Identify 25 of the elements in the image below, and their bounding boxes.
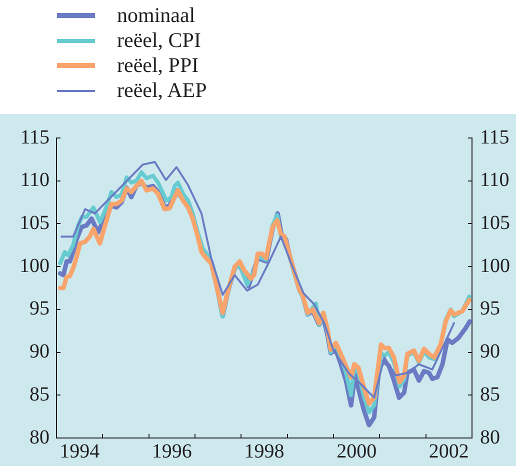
legend-label: reëel, PPI: [117, 53, 199, 78]
y2-tick-label: 95: [480, 298, 500, 320]
y-tick-label: 85: [30, 383, 50, 406]
y2-tick-label: 80: [480, 426, 500, 448]
x-tick-label: 1994: [60, 440, 100, 462]
y-tick-label: 90: [30, 340, 50, 363]
y2-tick-label: 85: [480, 383, 500, 406]
x-tick-label: 1996: [152, 440, 192, 462]
y2-tick-label: 115: [480, 126, 510, 148]
y2-tick-label: 90: [480, 340, 500, 363]
legend-label: reëel, CPI: [117, 28, 201, 53]
x-tick-label: 2000: [336, 440, 377, 462]
y-tick-label: 100: [20, 254, 50, 277]
y2-tick-label: 110: [480, 169, 510, 192]
legend-label: nominaal: [117, 3, 196, 28]
x-tick-label: 1998: [244, 440, 284, 462]
y-tick-label: 110: [20, 169, 50, 192]
y2-tick-label: 105: [480, 212, 510, 234]
y-tick-label: 95: [30, 298, 50, 320]
legend-label: reëel, AEP: [117, 78, 207, 103]
y2-tick-label: 100: [480, 254, 510, 277]
y-tick-label: 105: [20, 212, 50, 234]
x-tick-label: 2002: [428, 440, 469, 462]
y-tick-label: 80: [30, 426, 50, 448]
y-tick-label: 115: [20, 126, 50, 148]
